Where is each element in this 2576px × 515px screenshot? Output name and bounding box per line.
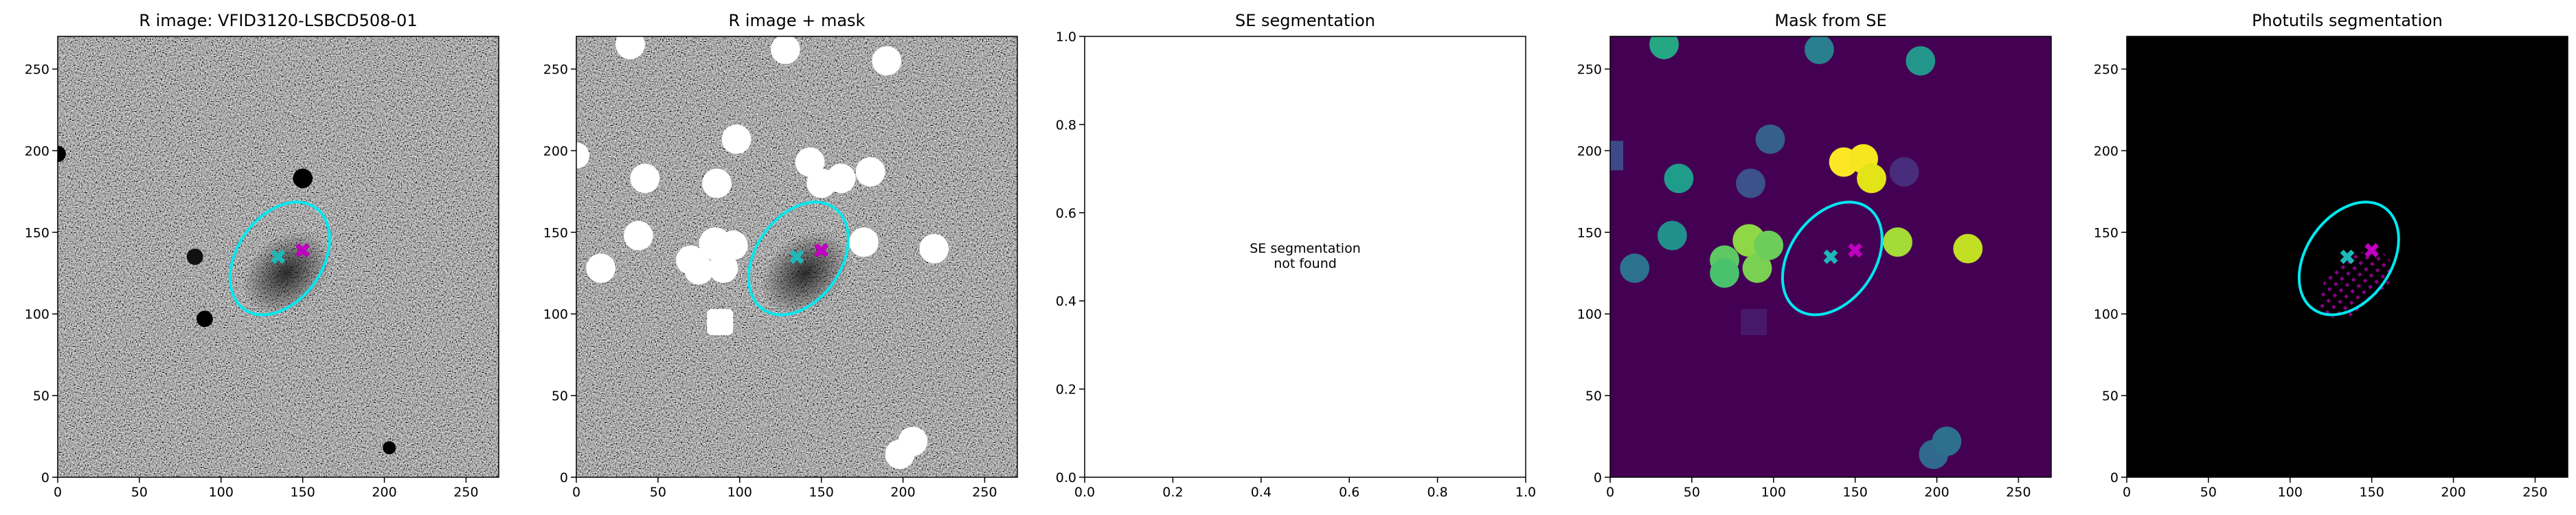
axes-frame [576,36,1018,478]
y-tick-label: 0 [41,470,49,485]
x-tick-label: 200 [372,485,396,500]
x-tick-label: 200 [890,485,915,500]
y-tick-label: 200 [543,144,568,159]
y-tick-label: 0.0 [1056,470,1076,485]
y-tick-label: 0.6 [1056,206,1076,221]
x-tick-label: 0 [54,485,62,500]
y-tick-label: 0.8 [1056,117,1076,133]
x-tick-label: 250 [972,485,997,500]
x-tick-label: 0 [572,485,580,500]
panel-title: Photutils segmentation [2252,11,2443,30]
center-marker [1848,243,1863,258]
axes-frame [1609,36,2052,478]
center-marker [295,243,310,258]
x-tick-label: 150 [2360,485,2384,500]
y-tick-label: 50 [33,389,49,404]
x-tick-label: 200 [2441,485,2465,500]
y-tick-label: 150 [543,225,568,240]
x-tick-label: 0.6 [1339,485,1359,500]
x-tick-label: 0 [2123,485,2131,500]
x-tick-label: 150 [809,485,834,500]
axes-frame [1084,36,1526,478]
x-tick-label: 0.8 [1427,485,1447,500]
y-tick-label: 0 [560,470,568,485]
x-tick-label: 100 [209,485,234,500]
y-tick-label: 150 [25,225,49,240]
panel-title: R image + mask [729,11,866,30]
aperture-ellipse [228,201,331,317]
center-marker [2364,243,2380,258]
aperture-ellipse [2297,201,2400,317]
y-tick-label: 150 [1577,225,1602,240]
y-tick-label: 200 [1577,144,1602,159]
aperture-ellipse [747,201,850,317]
center-marker [1823,249,1838,264]
y-tick-label: 250 [1577,62,1602,78]
x-tick-label: 50 [650,485,666,500]
y-tick-label: 150 [2094,225,2119,240]
y-tick-label: 100 [25,307,49,322]
center-marker [789,249,804,264]
x-tick-label: 250 [453,485,478,500]
y-tick-label: 50 [552,389,568,404]
y-tick-label: 100 [543,307,568,322]
x-tick-label: 50 [131,485,148,500]
x-tick-label: 100 [1761,485,1786,500]
y-tick-label: 0 [1594,470,1602,485]
y-tick-label: 0.4 [1056,294,1076,309]
y-tick-label: 50 [2102,389,2119,404]
axes-frame [57,36,499,478]
x-tick-label: 50 [1684,485,1700,500]
x-tick-label: 250 [2522,485,2547,500]
center-marker [271,249,286,264]
center-marker [2340,249,2355,264]
panel-title: SE segmentation [1235,11,1375,30]
y-tick-label: 100 [1577,307,1602,322]
center-marker [814,243,829,258]
annotation: SE segmentation [1250,241,1360,256]
y-tick-label: 250 [2094,62,2119,78]
x-tick-label: 100 [2278,485,2303,500]
x-tick-label: 0.0 [1074,485,1095,500]
y-tick-label: 250 [25,62,49,78]
y-tick-label: 250 [543,62,568,78]
x-tick-label: 50 [2200,485,2217,500]
x-tick-label: 250 [2006,485,2031,500]
x-tick-label: 0.2 [1162,485,1183,500]
panel-title: Mask from SE [1774,11,1886,30]
y-tick-label: 50 [1585,389,1602,404]
x-tick-label: 150 [291,485,315,500]
y-tick-label: 200 [25,144,49,159]
y-tick-label: 1.0 [1056,30,1076,45]
annotation: not found [1274,256,1337,271]
y-tick-label: 0 [2110,470,2119,485]
y-tick-label: 100 [2094,307,2119,322]
y-tick-label: 0.2 [1056,382,1076,398]
x-tick-label: 200 [1924,485,1949,500]
y-tick-label: 200 [2094,144,2119,159]
x-tick-label: 0.4 [1251,485,1272,500]
image-panel-1 [58,36,499,477]
x-tick-label: 0 [1606,485,1614,500]
x-tick-label: 100 [727,485,752,500]
panel-title: R image: VFID3120-LSBCD508-01 [139,11,417,30]
axes-frame [2126,36,2568,478]
x-tick-label: 1.0 [1515,485,1536,500]
aperture-ellipse [1781,201,1884,317]
x-tick-label: 150 [1843,485,1868,500]
